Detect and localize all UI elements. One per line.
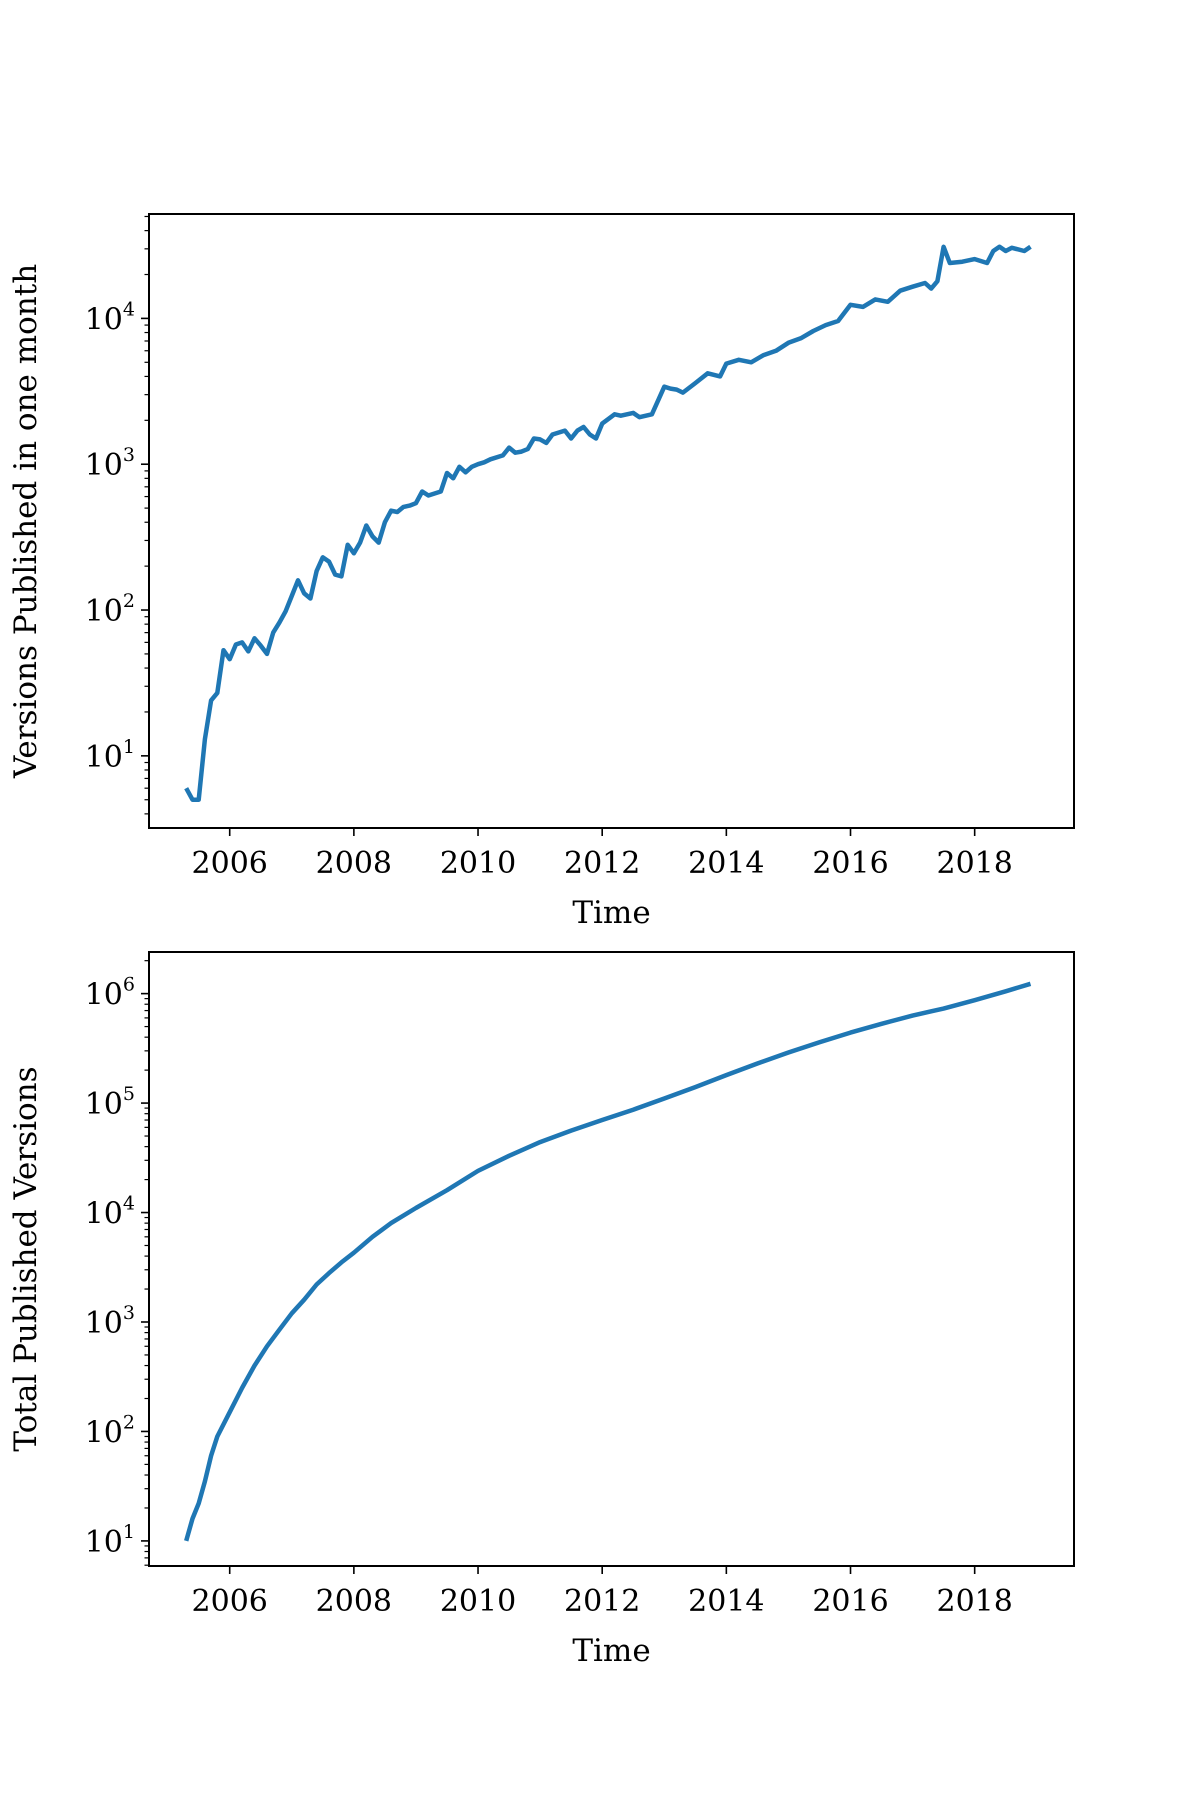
plot-frame <box>148 213 1075 829</box>
y-axis-label: Versions Published in one month <box>8 264 44 779</box>
series-line <box>184 981 1032 1542</box>
x-tick-label: 2014 <box>688 1584 764 1619</box>
x-tick-label: 2012 <box>564 846 640 881</box>
x-tick-label: 2010 <box>440 846 516 881</box>
y-tick-label: 105 <box>85 1083 135 1122</box>
y-tick-label: 102 <box>85 590 135 629</box>
y-tick-label: 103 <box>85 444 135 483</box>
x-tick-label: 2008 <box>316 846 392 881</box>
x-tick-label: 2006 <box>192 846 268 881</box>
x-tick-label: 2010 <box>440 1584 516 1619</box>
x-axis-label: Time <box>572 895 650 931</box>
y-tick-label: 101 <box>85 1521 135 1560</box>
x-axis-label: Time <box>572 1633 650 1669</box>
y-tick-label: 102 <box>85 1411 135 1450</box>
chart-2: 2006 2008 2010 2012 2014 2016 2018 101 102 103 104… <box>8 951 1075 1669</box>
plot-frame <box>148 951 1075 1567</box>
x-tick-label: 2016 <box>812 1584 888 1619</box>
series-line <box>184 244 1032 802</box>
x-tick-label: 2018 <box>936 846 1012 881</box>
x-tick-label: 2006 <box>192 1584 268 1619</box>
y-tick-label: 104 <box>85 1193 135 1232</box>
x-tick-label: 2012 <box>564 1584 640 1619</box>
y-tick-label: 106 <box>85 974 135 1013</box>
x-tick-label: 2018 <box>936 1584 1012 1619</box>
x-tick-label: 2008 <box>316 1584 392 1619</box>
y-tick-label: 101 <box>85 736 135 775</box>
chart-1: 2006 2008 2010 2012 2014 2016 2018 101 102 103 104… <box>8 213 1075 931</box>
y-tick-label: 104 <box>85 298 135 337</box>
y-tick-label: 103 <box>85 1302 135 1341</box>
y-axis-label: Total Published Versions <box>8 1066 44 1451</box>
x-tick-label: 2014 <box>688 846 764 881</box>
x-tick-label: 2016 <box>812 846 888 881</box>
